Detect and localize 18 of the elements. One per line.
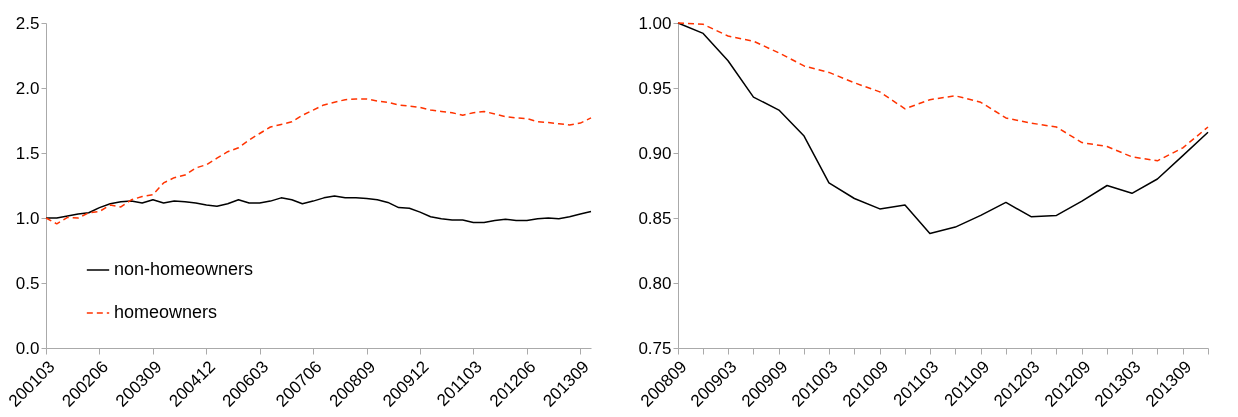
y-tick-label: 0.80 [638, 273, 672, 293]
y-tick-label: 0.75 [638, 338, 672, 358]
y-tick-label: 0.90 [638, 143, 672, 163]
legend-label: homeowners [114, 302, 218, 322]
line-series [677, 22, 1209, 235]
line-series [45, 98, 592, 225]
legend-label: non-homeowners [114, 259, 254, 279]
y-tick-label: 0.0 [15, 338, 40, 358]
y-tick-label: 1.0 [15, 208, 40, 228]
y-tick-label: 1.5 [15, 143, 40, 163]
line-series [45, 195, 592, 224]
line-series [677, 22, 1209, 162]
y-tick-label: 2.5 [15, 13, 40, 33]
y-tick-label: 0.95 [638, 78, 672, 98]
y-tick-label: 0.5 [15, 273, 40, 293]
y-tick-label: 0.85 [638, 208, 672, 228]
y-tick-label: 1.00 [638, 13, 672, 33]
y-tick-label: 2.0 [15, 78, 40, 98]
